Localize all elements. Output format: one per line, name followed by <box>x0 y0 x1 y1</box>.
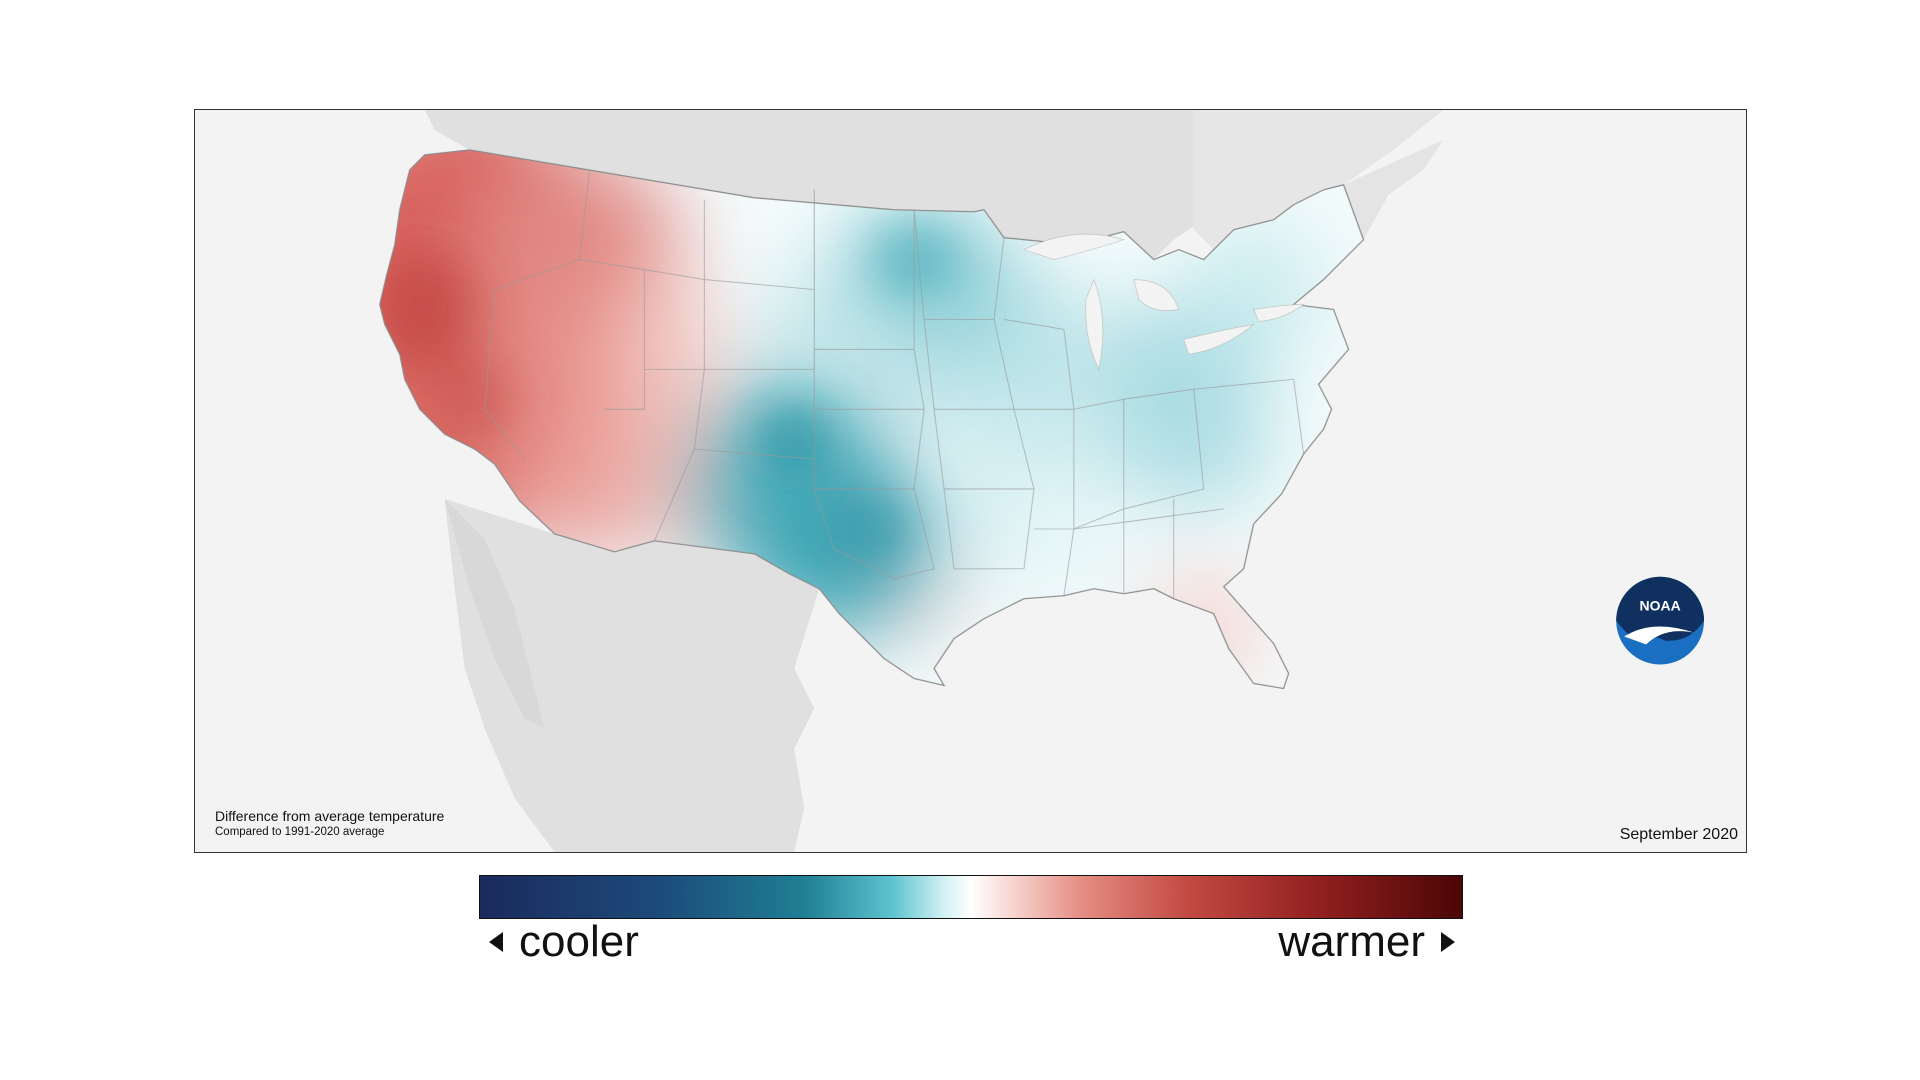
noaa-logo: NOAA <box>1616 576 1705 665</box>
state-boundaries <box>484 169 1304 599</box>
maritime-landmass <box>1343 139 1444 240</box>
northeast-canada-landmass <box>1193 110 1444 250</box>
warmer-legend: warmer <box>1278 920 1455 964</box>
great-lakes <box>1023 233 1305 371</box>
canada-landmass <box>424 110 1214 260</box>
period-label: September 2020 <box>1619 826 1738 843</box>
caption-title: Difference from average temperature <box>215 808 445 824</box>
temperature-anomaly-map: NOAA Difference from average temperature… <box>194 109 1747 853</box>
cooler-legend: cooler <box>489 920 639 964</box>
noaa-logo-text: NOAA <box>1640 598 1681 614</box>
cooler-label: cooler <box>519 917 639 966</box>
warmer-label: warmer <box>1278 917 1425 966</box>
arrow-right-icon <box>1441 932 1455 952</box>
map-graphic: NOAA <box>195 110 1746 852</box>
map-caption: Difference from average temperature Comp… <box>215 808 444 838</box>
baja-landmass <box>444 498 545 729</box>
mexico-landmass <box>444 498 820 852</box>
caption-subtitle: Compared to 1991-2020 average <box>215 826 385 838</box>
color-scale-bar <box>479 875 1463 919</box>
arrow-left-icon <box>489 932 503 952</box>
